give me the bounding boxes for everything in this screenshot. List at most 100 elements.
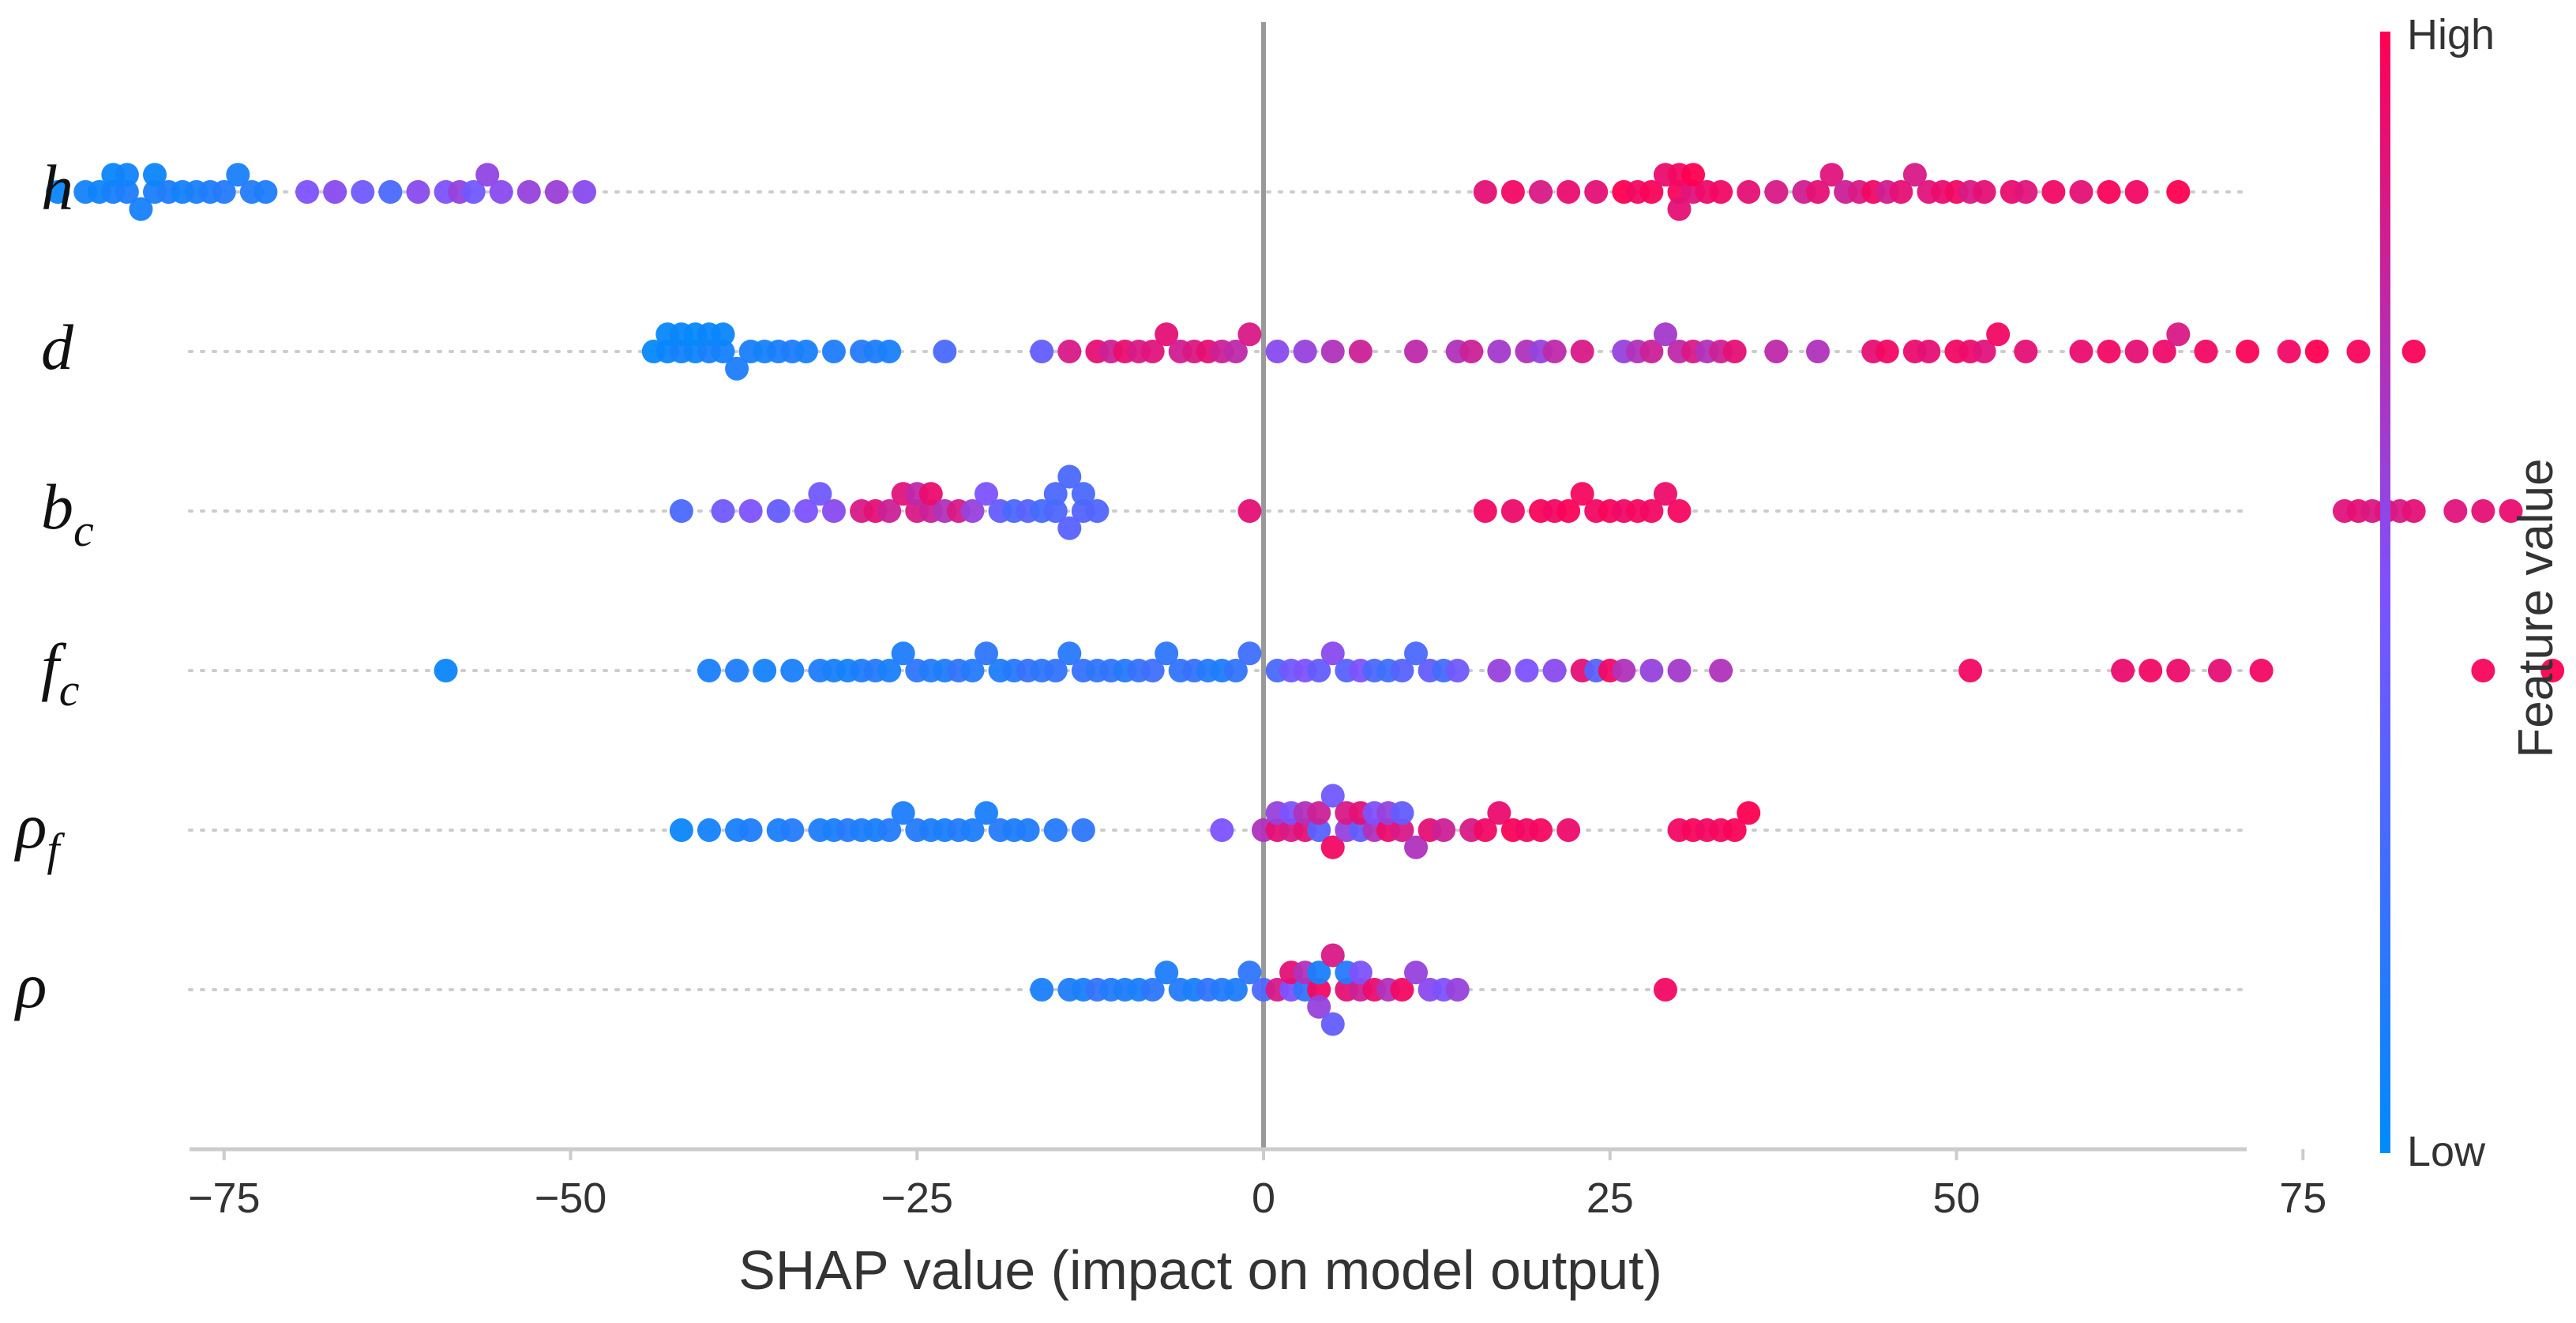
shap-point [115,180,139,204]
shap-point [2124,180,2149,204]
shap-point [1653,322,1677,347]
shap-point [1043,482,1068,506]
shap-point [1653,978,1677,1002]
x-tick-label: −75 [188,1175,261,1222]
shap-point [1320,1012,1345,1036]
shap-point [1917,340,1941,363]
shap-point [1667,659,1692,682]
shap-point [2471,499,2495,523]
shap-point [753,659,777,682]
shap-point [1390,801,1414,825]
shap-point [1155,322,1179,347]
shap-point [1016,818,1040,842]
colorbar-high-label: High [2407,11,2495,58]
shap-point [1307,960,1331,985]
shap-point [2166,322,2191,347]
shap-point [1390,978,1414,1002]
shap-point [2097,180,2121,204]
shap-point [2207,659,2232,682]
shap-point [2499,499,2523,523]
shap-point [960,499,985,523]
shap-point [1612,659,1636,682]
shap-point [1155,960,1179,985]
shap-point [1404,835,1429,859]
shap-point [1473,818,1497,842]
shap-point [974,801,998,825]
shap-point [891,641,915,666]
shap-point [1639,659,1664,682]
shap-point [1307,978,1331,1002]
shap-point [1085,499,1110,523]
shap-point [1639,180,1664,204]
shap-point [1140,340,1165,363]
shap-point [2166,659,2191,682]
shap-point [1445,978,1470,1002]
shap-point [738,818,763,842]
shap-point [295,180,320,204]
shap-point [1556,180,1581,204]
shap-point [1043,818,1068,842]
x-tick-label: 75 [2279,1175,2326,1222]
feature-labels: h d bc fc ρf ρ [13,152,94,1021]
shap-point [1972,180,1996,204]
shap-point [143,163,167,187]
shap-point [2277,340,2301,363]
shap-point [1958,659,1983,682]
shap-point [1404,641,1429,666]
shap-point [2194,340,2218,363]
shap-point [2443,499,2468,523]
shap-point [1155,641,1179,666]
shap-point [1320,835,1345,859]
shap-point [1722,340,1747,363]
shap-point [1043,659,1068,682]
feature-label: ρ [13,949,47,1021]
shap-point [1667,197,1692,221]
shap-point [1584,180,1609,204]
feature-label: ρf [13,790,65,875]
shap-point [711,499,735,523]
colorbar-title: Feature value [2509,458,2563,757]
shap-point [46,180,70,204]
feature-label: fc [41,630,80,716]
shap-point [2097,340,2121,363]
shap-point [1320,641,1345,666]
shap-point [1307,994,1331,1019]
shap-point [1390,818,1414,842]
shap-point [323,180,347,204]
shap-point [1140,978,1165,1002]
shap-point [1500,499,1525,523]
shap-point [1737,180,1761,204]
shap-point [1210,818,1234,842]
shap-point [1722,818,1747,842]
shap-point [821,499,846,523]
shap-point [1320,340,1345,363]
shap-point [1806,340,1830,363]
shap-point [1542,340,1567,363]
shap-point [1404,340,1429,363]
shap-points [46,163,2565,1036]
shap-point [1390,659,1414,682]
shap-point [461,180,486,204]
shap-point [1529,180,1553,204]
shap-point [129,197,153,221]
shap-point [1348,960,1372,985]
shap-point [780,818,805,842]
shap-point [1902,163,1927,187]
shap-point [738,499,763,523]
shap-point [794,340,818,363]
shap-point [808,482,832,506]
shap-point [974,482,998,506]
shap-point [1459,340,1484,363]
shap-point [1515,659,1539,682]
shap-point [226,163,250,187]
shap-point [2152,340,2176,363]
shap-point [475,163,500,187]
colorbar-low-label: Low [2407,1128,2486,1175]
shap-point [1445,659,1470,682]
shap-point [1320,784,1345,808]
shap-point [1570,340,1594,363]
shap-point [711,322,735,347]
shap-point [1639,340,1664,363]
shap-point [1473,499,1497,523]
